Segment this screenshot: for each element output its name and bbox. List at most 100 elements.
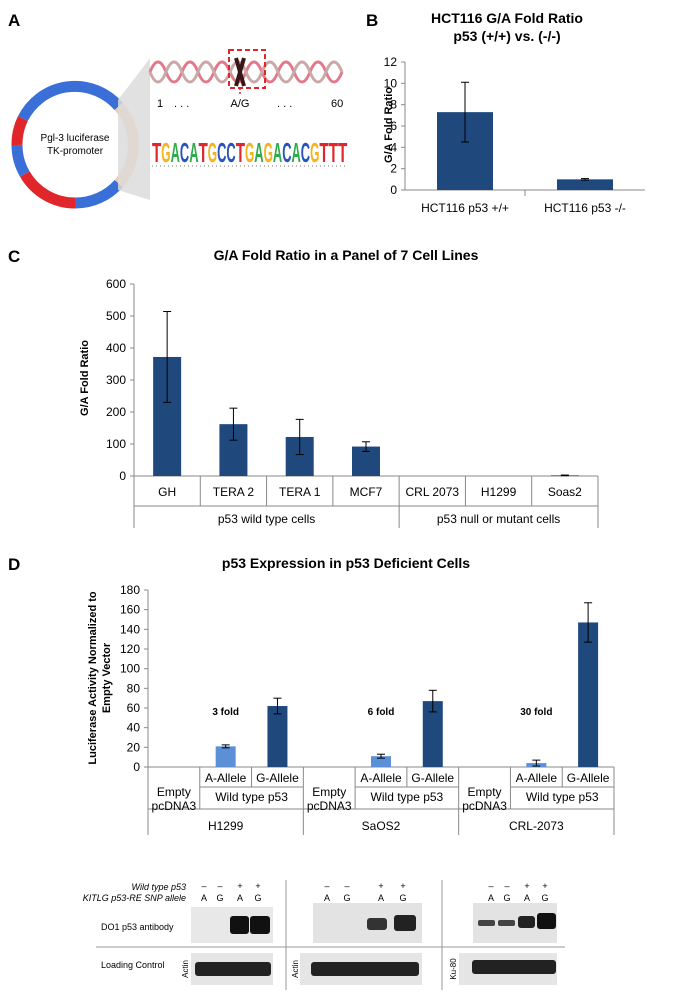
band-p53-crl-2: [498, 920, 515, 926]
logo-letter-2: A: [171, 137, 180, 168]
logo-letter-15: A: [292, 137, 301, 168]
chart-c-ytick-label-300: 300: [106, 373, 126, 387]
blot-wt-2-1: –: [504, 881, 509, 891]
panel-c: C G/A Fold Ratio in a Panel of 7 Cell Li…: [8, 247, 599, 528]
chart-b-ytick-label-8: 8: [390, 98, 397, 112]
logo-letter-3: C: [180, 137, 189, 168]
panel-d: D p53 Expression in p53 Deficient Cells …: [8, 555, 615, 835]
chart-d: 020406080100120140160180EmptypcDNA3Wild …: [120, 583, 615, 835]
chart-c-category-1: TERA 2: [213, 485, 255, 499]
chart-d-ytick-label-80: 80: [127, 681, 141, 695]
chart-c-category-5: H1299: [481, 485, 517, 499]
plasmid-segment-blue-bottom: [74, 179, 123, 209]
chart-b-ytick-label-10: 10: [384, 76, 398, 90]
chart-b-ytick-label-4: 4: [390, 140, 397, 154]
blot-wt-0-0: –: [201, 881, 206, 891]
band-p53-h1299-A: [230, 916, 249, 934]
western-blot: Wild type p53 KITLG p53-RE SNP allele –A…: [83, 880, 565, 990]
chart-d-ylabel-2: Empty Vector: [101, 642, 113, 713]
chart-c-category-0: GH: [158, 485, 176, 499]
loading-name-2: Actin: [291, 960, 300, 978]
chart-d-ytick-label-140: 140: [120, 622, 140, 636]
chart-d-wt-label-2: Wild type p53: [526, 790, 599, 804]
blot-allele-2-0: A: [488, 893, 494, 903]
chart-d-allele-label-0-1: G-Allele: [256, 771, 299, 785]
chart-d-allele-label-1-0: A-Allele: [360, 771, 402, 785]
logo-letter-4: A: [189, 137, 198, 168]
blot-allele-0-1: G: [216, 893, 223, 903]
panel-d-label: D: [8, 555, 20, 574]
band-p53-saos2-A: [367, 918, 387, 930]
chart-b-title: HCT116 G/A Fold Ratio: [431, 10, 583, 26]
dna-helix: [148, 57, 344, 87]
chart-c-ytick-label-500: 500: [106, 309, 126, 323]
dots-left: . . .: [174, 98, 189, 110]
plasmid-segment-red-bottom: [20, 171, 76, 209]
blot-wt-1-0: –: [324, 881, 329, 891]
chart-c: 0 100 200 300 400 500 600 GH TERA 2 TERA 1 MCF7 CRL…: [106, 277, 599, 528]
plasmid-map: Pgl-3 luciferase TK-promoter: [11, 80, 139, 209]
panel-a-label: A: [8, 11, 20, 30]
blot-allele-1-3: G: [399, 893, 406, 903]
band-actin-saos2: [311, 962, 419, 976]
band-actin-h1299: [195, 962, 271, 976]
blot-allele-1-0: A: [324, 893, 330, 903]
blot-wt-2-0: –: [488, 881, 493, 891]
chart-b-category-1: HCT116 p53 -/-: [544, 201, 626, 215]
chart-d-allele-label-2-1: G-Allele: [567, 771, 610, 785]
chart-b-ytick-label-0: 0: [390, 183, 397, 197]
chart-d-ytick-label-120: 120: [120, 642, 140, 656]
chart-d-empty-label-1-2: Empty: [468, 785, 502, 799]
chart-d-ytick-label-100: 100: [120, 662, 140, 676]
blot-allele-2-1: G: [503, 893, 510, 903]
seq-end: 60: [331, 98, 343, 110]
plasmid-label-1: Pgl-3 luciferase: [41, 133, 110, 144]
chart-b: 0 2 4 6 8 10 12 HCT116 p53 +/+ HCT116 p53 -/-: [384, 55, 645, 215]
chart-b-subtitle: p53 (+/+) vs. (-/-): [453, 28, 560, 44]
logo-letter-14: C: [282, 137, 291, 168]
blot-allele-1-1: G: [343, 893, 350, 903]
logo-letter-20: T: [338, 137, 347, 168]
chart-d-group-name-2: CRL-2073: [509, 819, 564, 833]
blot-wt-2-2: +: [524, 881, 529, 891]
chart-c-category-4: CRL 2073: [405, 485, 459, 499]
logo-letter-10: G: [245, 137, 254, 168]
chart-d-bar-0-1: [267, 706, 288, 767]
plasmid-segment-blue-left: [11, 144, 30, 177]
chart-c-category-2: TERA 1: [279, 485, 321, 499]
antibody-label: DO1 p53 antibody: [101, 922, 174, 932]
logo-letter-7: C: [217, 137, 226, 168]
chart-d-empty-label-1-1: Empty: [312, 785, 346, 799]
panel-a: A Pgl-3 luciferase TK-promoter 1 . . . A…: [8, 11, 348, 209]
chart-c-category-6: Soas2: [548, 485, 582, 499]
chart-d-allele-label-2-0: A-Allele: [516, 771, 558, 785]
plasmid-segment-blue-top: [17, 80, 123, 122]
chart-d-ytick-label-40: 40: [127, 721, 141, 735]
chart-c-ytick-label-200: 200: [106, 405, 126, 419]
panel-b: B HCT116 G/A Fold Ratio p53 (+/+) vs. (-…: [366, 10, 645, 215]
band-p53-saos2-G: [394, 915, 416, 931]
chart-d-empty-label-1-0: Empty: [157, 785, 191, 799]
logo-letter-6: G: [208, 137, 217, 168]
blot-allele-1-2: A: [378, 893, 384, 903]
chart-d-fold-0: 3 fold: [212, 707, 239, 718]
dots-right: . . .: [277, 98, 292, 110]
chart-d-ytick-label-20: 20: [127, 740, 141, 754]
chart-d-ytick-label-160: 160: [120, 603, 140, 617]
chart-b-category-0: HCT116 p53 +/+: [421, 201, 509, 215]
blot-row2-label: KITLG p53-RE SNP allele: [83, 893, 186, 903]
chart-d-group-name-0: H1299: [208, 819, 244, 833]
logo-letter-5: T: [199, 137, 208, 168]
chart-c-group-label-1: p53 null or mutant cells: [437, 512, 560, 526]
blot-wt-0-1: –: [217, 881, 222, 891]
chart-d-group-name-1: SaOS2: [362, 819, 401, 833]
chart-d-wt-label-0: Wild type p53: [215, 790, 288, 804]
chart-d-empty-label-2-2: pcDNA3: [462, 799, 507, 813]
blot-lane-labels: –A–G+A+G–A–G+A+G–A–G+A+G: [201, 881, 549, 903]
logo-letter-11: A: [254, 137, 263, 168]
chart-d-bar-1-1: [422, 701, 443, 767]
blot-allele-2-3: G: [541, 893, 548, 903]
blot-wt-1-3: +: [400, 881, 405, 891]
